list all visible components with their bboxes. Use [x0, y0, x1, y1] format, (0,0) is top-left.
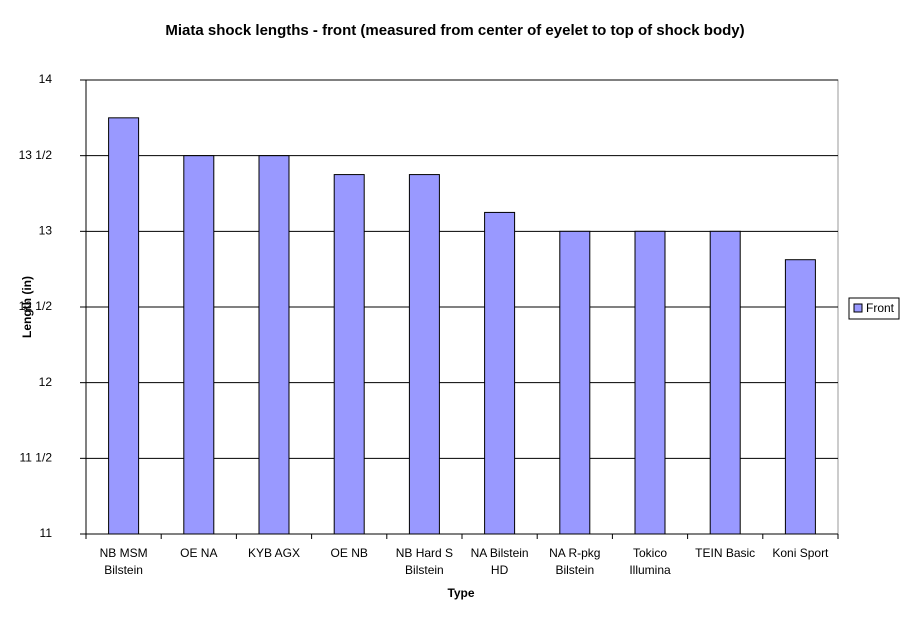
bar	[408, 174, 440, 535]
y-tick-label: 12	[39, 375, 53, 389]
bar	[484, 211, 516, 535]
legend-label: Front	[866, 301, 895, 315]
x-tick-label: NA Bilstein HD	[470, 546, 529, 577]
x-tick-label: OE NA	[180, 546, 218, 560]
x-axis-label: Type	[447, 586, 474, 600]
y-tick-label: 13 1/2	[19, 148, 53, 162]
bar	[183, 155, 215, 535]
y-axis-label: Length (in)	[20, 276, 34, 338]
x-tick-label: TEIN Basic	[695, 546, 756, 560]
y-tick-label: 11	[40, 526, 53, 540]
x-tick-label: KYB AGX	[247, 546, 301, 560]
y-tick-label: 13	[39, 224, 53, 238]
bar	[333, 174, 365, 535]
bar	[559, 230, 591, 535]
bar	[709, 230, 741, 535]
y-tick-label: 11 1/2	[20, 451, 53, 465]
y-tick-label: 14	[39, 72, 53, 86]
x-tick-label: Koni Sport	[772, 546, 829, 560]
bar	[634, 230, 666, 535]
y-tick-label: 12 1/2	[19, 299, 53, 313]
legend-box	[848, 297, 900, 320]
bar	[258, 155, 290, 535]
chart-title: Miata shock lengths - front (measured fr…	[165, 22, 744, 39]
legend-swatch	[853, 303, 863, 313]
x-tick-label: NA R-pkg Bilstein	[549, 546, 601, 577]
x-tick-label: OE NB	[330, 546, 368, 560]
x-tick-label: NB MSM Bilstein	[99, 546, 148, 577]
bar	[108, 117, 140, 535]
x-tick-label: NB Hard S Bilstein	[395, 546, 454, 577]
x-tick-label: Tokico Illumina	[629, 546, 671, 577]
bar	[784, 259, 816, 535]
